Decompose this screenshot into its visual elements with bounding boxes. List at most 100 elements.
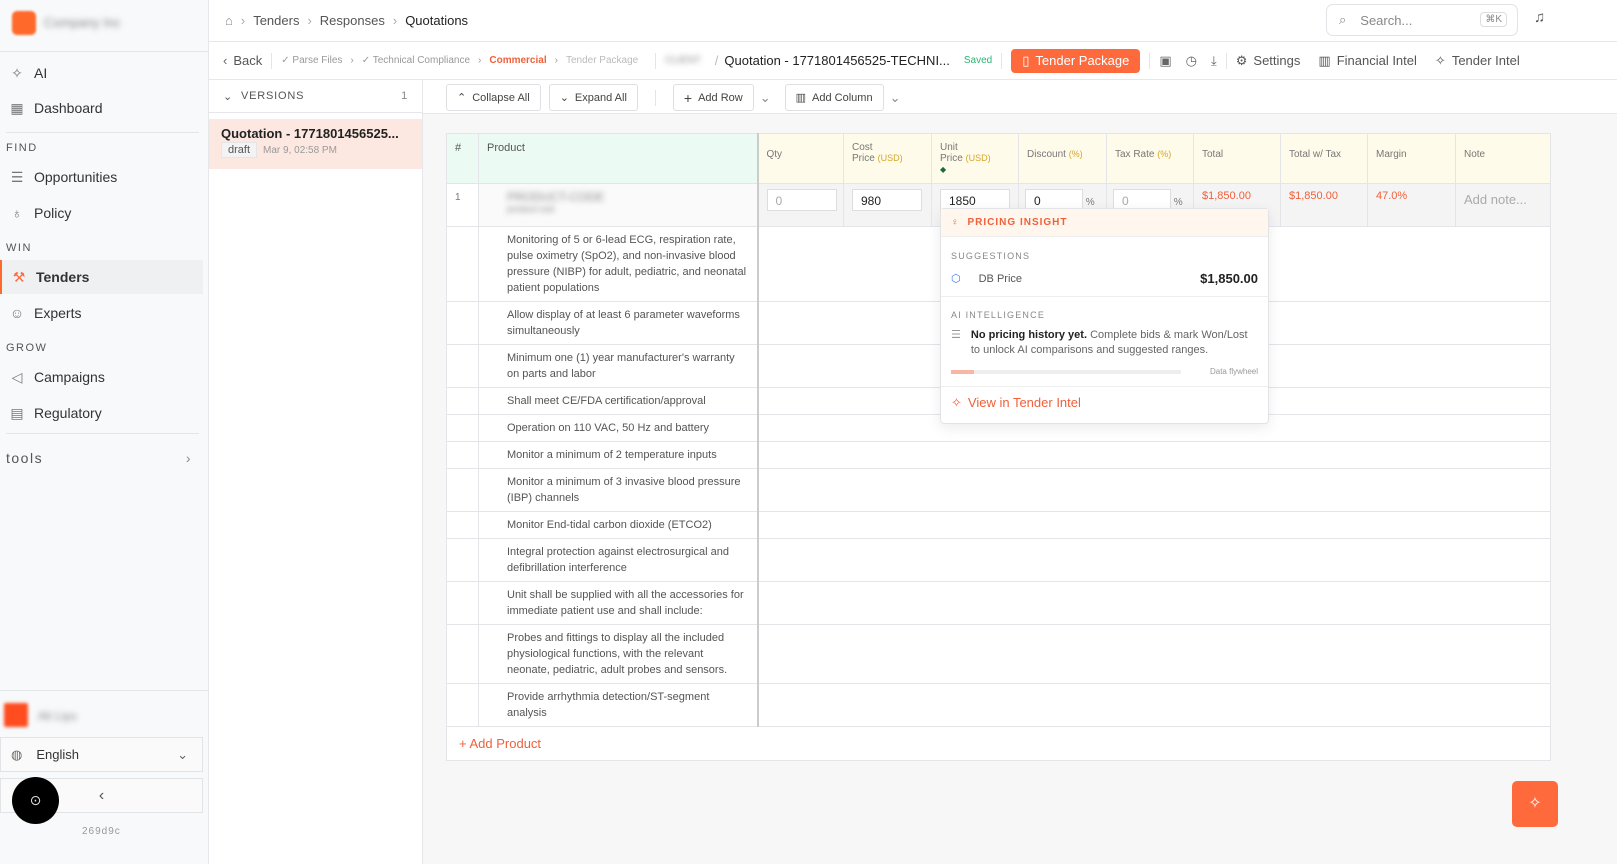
spec-row: Integral protection against electrosurgi… — [446, 538, 1551, 582]
spec-text[interactable]: Monitor a minimum of 2 temperature input… — [478, 441, 759, 469]
settings-button[interactable]: ⚙ Settings — [1236, 53, 1301, 69]
history-icon[interactable]: ◷ — [1185, 52, 1197, 68]
sidebar-item-tenders[interactable]: ⚒ Tenders — [0, 260, 203, 294]
sidebar-item-experts[interactable]: ☺ Experts — [0, 296, 203, 330]
spec-text[interactable]: Probes and fittings to display all the i… — [478, 624, 759, 684]
search-icon: ⌕ — [1339, 12, 1347, 27]
ai-assistant-fab[interactable]: ✧ — [1512, 781, 1558, 827]
version-title: Quotation - 1771801456525... — [221, 126, 399, 141]
label: View in Tender Intel — [967, 395, 1081, 410]
user-avatar[interactable] — [4, 703, 28, 727]
spec-text[interactable]: Operation on 110 VAC, 50 Hz and battery — [478, 414, 759, 442]
sidebar-item-ai[interactable]: ✧ AI — [0, 56, 203, 90]
spec-text[interactable]: Shall meet CE/FDA certification/approval — [478, 387, 759, 415]
version-item[interactable]: Quotation - 1771801456525... draft Mar 9,… — [209, 119, 422, 169]
label: Add Row — [698, 91, 743, 104]
label: Policy — [34, 205, 72, 221]
db-price-suggestion[interactable]: ⬡ DB Price $1,850.00 — [941, 261, 1268, 297]
bell-icon[interactable]: ♫ — [1534, 9, 1546, 26]
org-logo — [12, 11, 36, 35]
product-cell[interactable]: PRODUCT-CODE product-sub — [478, 183, 759, 227]
col-total: Total — [1193, 133, 1281, 184]
search-input[interactable]: ⌕ Search... ⌘K — [1326, 4, 1518, 36]
breadcrumb-responses[interactable]: Responses — [319, 13, 385, 28]
note-input[interactable]: Add note... — [1455, 183, 1551, 227]
shortcut-hint: ⌘K — [1480, 12, 1507, 27]
label: Add Column — [812, 91, 873, 104]
add-column-button[interactable]: ▥ Add Column — [784, 84, 884, 111]
sidebar-item-campaigns[interactable]: ◁ Campaigns — [0, 360, 203, 394]
language-value: English — [36, 747, 79, 762]
add-row-button[interactable]: + Add Row — [672, 84, 754, 111]
versions-panel: ⌄ VERSIONS 1 Quotation - 1771801456525... … — [209, 80, 423, 864]
label: Tender Intel — [1451, 52, 1520, 68]
expand-all-button[interactable]: ⌄ Expand All — [548, 84, 638, 111]
col-tax-rate: Tax Rate (%) — [1106, 133, 1194, 184]
step-parse-files[interactable]: ✓ Parse Files — [281, 55, 343, 66]
versions-header[interactable]: ⌄ VERSIONS 1 — [209, 80, 422, 113]
sidebar-item-regulatory[interactable]: ▤ Regulatory — [0, 396, 203, 430]
product-name: PRODUCT-CODE — [507, 190, 605, 204]
spec-text[interactable]: Monitoring of 5 or 6-lead ECG, respirati… — [478, 226, 759, 302]
versions-count: 1 — [401, 90, 408, 102]
section-find: FIND — [6, 142, 38, 154]
org-name[interactable]: Company Inc — [44, 15, 121, 30]
top-bar: ⌂ › Tenders › Responses › Quotations — [209, 0, 1617, 42]
spec-text[interactable]: Minimum one (1) year manufacturer's warr… — [478, 344, 759, 388]
collapse-all-button[interactable]: ⌃ Collapse All — [446, 84, 541, 111]
tools-toggle[interactable]: tools › — [6, 450, 196, 466]
label: Tenders — [36, 269, 90, 285]
financial-intel-button[interactable]: ▥ Financial Intel — [1318, 53, 1417, 69]
qty-input[interactable]: 0 — [766, 189, 837, 211]
sidebar-item-dashboard[interactable]: ▦ Dashboard — [0, 91, 203, 125]
tender-intel-button[interactable]: ✧ Tender Intel — [1435, 53, 1520, 69]
globe-icon: ◍ — [11, 746, 23, 762]
step-technical-compliance[interactable]: ✓ Technical Compliance — [361, 55, 471, 66]
plus-icon: + — [683, 89, 693, 106]
user-name: Ali Liyu — [38, 709, 77, 723]
col-note: Note — [1455, 133, 1551, 184]
col-product: Product — [478, 133, 759, 184]
back-button[interactable]: Back — [233, 53, 263, 68]
add-product-button[interactable]: + Add Product — [446, 726, 1551, 761]
label: Financial Intel — [1336, 52, 1417, 68]
spec-text[interactable]: Monitor End-tidal carbon dioxide (ETCO2) — [478, 511, 759, 539]
version-date: Mar 9, 02:58 PM — [263, 145, 337, 156]
recording-widget-button[interactable]: ⊙ — [12, 777, 59, 824]
breadcrumb-tenders[interactable]: Tenders — [253, 13, 300, 28]
spec-row: Provide arrhythmia detection/ST-segment … — [446, 683, 1551, 727]
lightbulb-icon: ♁ — [11, 205, 23, 221]
label: Experts — [34, 305, 82, 321]
label: Opportunities — [34, 169, 118, 185]
spec-text[interactable]: Unit shall be supplied with all the acce… — [478, 581, 759, 625]
tender-package-button[interactable]: ▯ Tender Package — [1011, 48, 1141, 73]
spec-text[interactable]: Monitor a minimum of 3 invasive blood pr… — [478, 468, 759, 512]
chevrons-down-icon: ⌄ — [559, 92, 569, 104]
view-in-tender-intel-link[interactable]: ✧ View in Tender Intel — [941, 386, 1268, 419]
flywheel-label: Data flywheel — [1209, 367, 1258, 376]
chevron-right-icon: › — [185, 450, 192, 466]
status-badge: draft — [221, 142, 258, 158]
home-icon[interactable]: ⌂ — [225, 13, 233, 28]
spec-text[interactable]: Integral protection against electrosurgi… — [478, 538, 759, 582]
label: Campaigns — [34, 369, 105, 385]
download-icon[interactable]: ⤓ — [1211, 52, 1217, 68]
chevron-down-icon: ⌄ — [223, 90, 234, 103]
language-select[interactable]: ◍ English ⌄ — [0, 737, 203, 772]
sidebar-item-policy[interactable]: ♁ Policy — [0, 196, 203, 230]
step-commercial[interactable]: Commercial — [489, 55, 547, 66]
list-icon: ☰ — [10, 168, 24, 185]
spec-text[interactable]: Allow display of at least 6 parameter wa… — [478, 301, 759, 345]
step-tender-package[interactable]: Tender Package — [565, 55, 639, 66]
sidebar-item-opportunities[interactable]: ☰ Opportunities — [0, 160, 203, 194]
gear-icon: ⚙ — [1235, 52, 1248, 68]
spec-text[interactable]: Provide arrhythmia detection/ST-segment … — [478, 683, 759, 727]
save-icon[interactable]: ▣ — [1159, 52, 1172, 68]
no-history-text: No pricing history yet. — [970, 329, 1088, 341]
add-row-dropdown-icon[interactable]: ⌄ — [759, 89, 771, 105]
sparkles-icon: ✧ — [11, 64, 23, 81]
add-column-dropdown-icon[interactable]: ⌄ — [889, 89, 901, 105]
cost-price-input[interactable]: 980 — [852, 189, 922, 211]
document-toolbar: ‹ Back ✓ Parse Files › ✓ Technical Compli… — [209, 42, 1617, 80]
table-row: 1 PRODUCT-CODE product-sub 0 980 1850 0 %… — [446, 183, 1551, 227]
